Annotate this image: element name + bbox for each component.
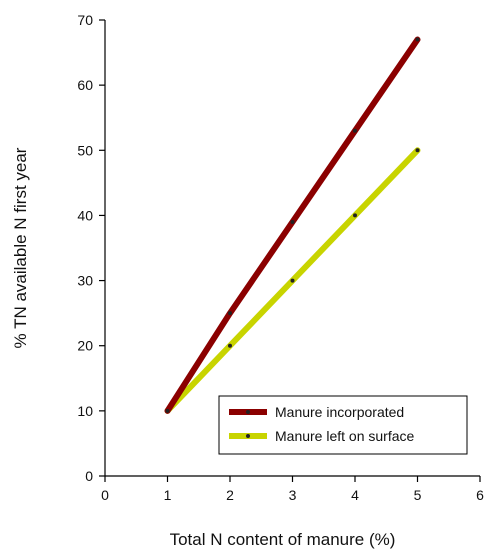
y-tick-label: 30	[77, 273, 93, 289]
legend-box	[218, 395, 468, 455]
data-point	[353, 128, 357, 133]
y-tick-label: 10	[77, 403, 93, 419]
series-line-0	[164, 36, 421, 414]
data-point	[228, 311, 232, 316]
x-tick-label: 2	[226, 487, 234, 503]
legend-marker	[246, 434, 250, 438]
x-tick-label: 1	[164, 487, 172, 503]
x-axis-title: Total N content of manure (%)	[170, 530, 396, 549]
y-tick-label: 40	[77, 207, 93, 223]
legend-marker	[246, 410, 250, 414]
x-tick-label: 0	[101, 487, 109, 503]
x-tick-label: 4	[351, 487, 359, 503]
legend-label-1: Manure left on surface	[275, 428, 415, 444]
series-layer	[164, 36, 421, 414]
data-point	[165, 408, 170, 413]
data-point	[415, 37, 420, 42]
y-tick-label: 60	[77, 77, 93, 93]
y-tick-label: 50	[77, 142, 93, 158]
data-point	[228, 343, 232, 348]
x-tick-label: 6	[476, 487, 484, 503]
y-tick-label: 70	[77, 12, 93, 28]
legend-label-0: Manure incorporated	[275, 404, 404, 420]
data-point	[290, 219, 295, 224]
data-point	[415, 148, 420, 153]
legend: Manure incorporated Manure left on surfac…	[218, 395, 468, 455]
y-tick-label: 0	[85, 468, 93, 484]
x-tick-label: 3	[289, 487, 297, 503]
y-axis-title: % TN available N first year	[11, 147, 30, 348]
x-tick-label: 5	[414, 487, 422, 503]
y-tick-label: 20	[77, 338, 93, 354]
data-point	[353, 213, 357, 218]
data-point	[290, 278, 295, 283]
